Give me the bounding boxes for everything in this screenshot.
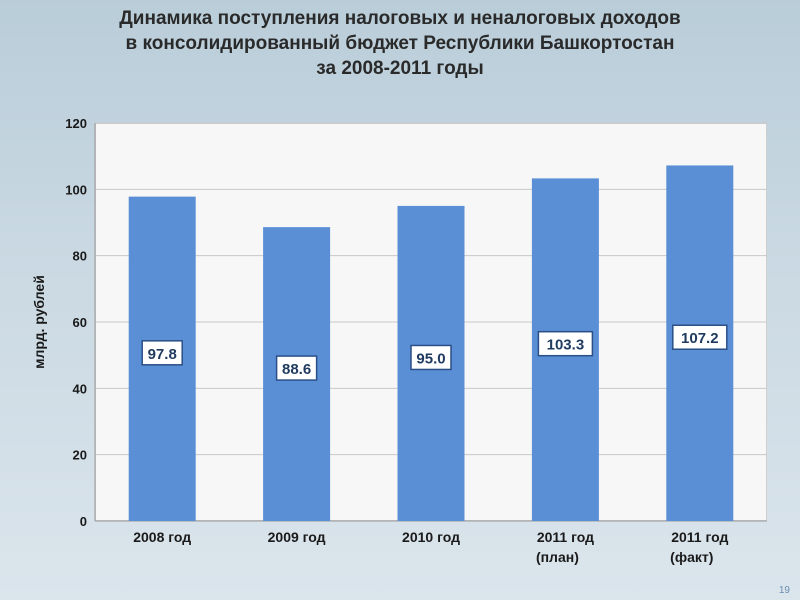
- x-tick-label: 2011 год: [671, 529, 728, 545]
- data-label-box: [537, 330, 594, 357]
- y-tick-label: 60: [73, 315, 87, 330]
- y-tick-label: 120: [65, 116, 87, 131]
- data-label: 95.0: [416, 350, 445, 367]
- page-number: 19: [778, 585, 790, 596]
- data-label-box: [672, 324, 728, 350]
- data-label-box: [141, 340, 183, 366]
- chart-title-line-2: в консолидированный бюджет Республики Ба…: [125, 33, 675, 54]
- chart-title: Динамика поступления налоговых и неналог…: [0, 6, 800, 81]
- data-label: 103.3: [547, 337, 585, 354]
- y-tick-label: 80: [73, 249, 87, 264]
- data-label: 97.8: [148, 346, 177, 363]
- data-label-box: [275, 355, 318, 381]
- y-tick-label: 100: [65, 182, 87, 197]
- y-tick-label: 40: [73, 381, 87, 396]
- y-axis-label: млрд. рублей: [31, 275, 47, 369]
- x-tick-label: (план): [536, 549, 579, 565]
- y-tick-label: 0: [80, 514, 87, 529]
- data-label: 107.2: [681, 330, 719, 347]
- data-label: 88.6: [282, 361, 311, 378]
- data-label-box: [410, 344, 452, 371]
- x-tick-label: 2011 год: [537, 529, 594, 545]
- y-tick-label: 20: [73, 448, 87, 463]
- chart-title-line-3: за 2008-2011 годы: [316, 58, 484, 79]
- x-tick-label: 2008 год: [133, 529, 191, 545]
- chart-title-line-1: Динамика поступления налоговых и неналог…: [119, 8, 681, 29]
- x-tick-label: 2009 год: [268, 529, 326, 545]
- x-tick-label: (факт): [670, 549, 713, 565]
- x-tick-label: 2010 год: [402, 529, 460, 545]
